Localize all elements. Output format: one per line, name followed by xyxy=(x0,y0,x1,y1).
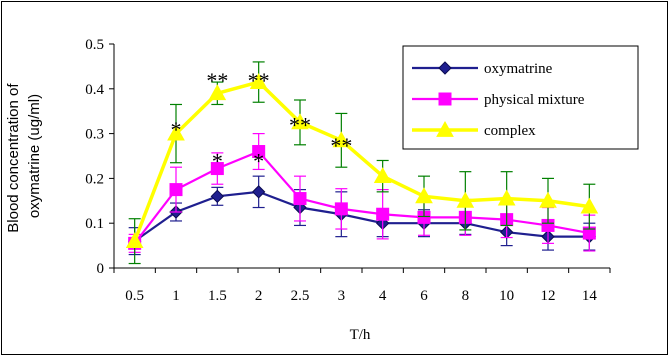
series-layer xyxy=(125,61,599,265)
x-tick-label: 6 xyxy=(420,288,428,304)
data-point xyxy=(210,162,224,176)
significance-mark: * xyxy=(253,148,264,173)
x-tick-label: 1 xyxy=(172,288,180,304)
legend-marker xyxy=(438,92,452,106)
data-point xyxy=(249,73,268,89)
y-tick-label: 0.1 xyxy=(85,216,104,232)
data-point xyxy=(291,113,309,130)
series-line xyxy=(133,150,590,245)
data-point xyxy=(251,185,266,199)
data-point xyxy=(373,167,392,184)
data-point xyxy=(415,187,433,204)
legend-marker xyxy=(438,61,452,75)
x-tick-label: 0.5 xyxy=(125,288,144,304)
x-tick-label: 1.5 xyxy=(208,288,227,304)
data-point xyxy=(456,191,475,208)
significance-mark: * xyxy=(212,148,223,173)
legend-label: oxymatrine xyxy=(484,61,553,77)
x-tick-label: 2.5 xyxy=(291,288,310,304)
significance-mark: * xyxy=(171,117,182,142)
data-point xyxy=(334,202,348,216)
ylabel-line-1: Blood concentration of xyxy=(5,83,22,233)
legend-label: complex xyxy=(484,123,536,139)
y-tick-label: 0.5 xyxy=(85,37,104,53)
annotation-layer: *** ******* * xyxy=(171,68,353,174)
data-point xyxy=(169,183,183,197)
data-point xyxy=(210,189,225,204)
axes: 0 0.1 0.2 0.3 0.4 0.5 0.5 1 1.5 2 2.5 3 4 6 8 10 12 14 xyxy=(85,37,611,304)
data-point xyxy=(332,131,351,148)
x-tick-label: 4 xyxy=(379,288,387,304)
legend: oxymatrine physical mixture complex xyxy=(402,45,639,150)
data-point xyxy=(539,191,557,208)
legend-item-complex: complex xyxy=(412,120,536,139)
data-point xyxy=(497,189,516,206)
significance-mark: ** xyxy=(206,68,228,93)
x-tick-label: 3 xyxy=(338,288,346,304)
significance-mark: ** xyxy=(289,113,311,138)
legend-item-oxymatrine: oxymatrine xyxy=(412,61,553,77)
legend-item-physical-mixture: physical mixture xyxy=(412,92,585,108)
svg-text:Blood concentration of: Blood concentration of oxymatrine (ug/ml… xyxy=(5,79,43,232)
legend-label: physical mixture xyxy=(484,92,585,108)
significance-mark: ** xyxy=(248,68,270,93)
significance-mark: ** xyxy=(330,133,352,158)
y-tick-label: 0.2 xyxy=(85,171,104,187)
x-tick-label: 14 xyxy=(582,288,598,304)
x-axis-title: T/h xyxy=(350,327,371,343)
data-point xyxy=(580,197,599,214)
data-point xyxy=(167,124,185,141)
x-tick-label: 2 xyxy=(255,288,263,304)
x-tick-label: 8 xyxy=(462,288,470,304)
y-tick-label: 0.4 xyxy=(85,82,104,98)
data-point xyxy=(252,145,266,159)
data-point xyxy=(293,192,307,206)
x-tick-label: 12 xyxy=(541,288,556,304)
data-point xyxy=(125,232,144,249)
y-tick-label: 0 xyxy=(97,261,105,277)
legend-marker xyxy=(436,120,454,137)
series-complex xyxy=(125,61,599,265)
y-tick-label: 0.3 xyxy=(85,127,104,143)
y-axis-title: Blood concentration of oxymatrine (ug/ml… xyxy=(5,79,43,233)
series-line xyxy=(134,190,590,243)
data-point xyxy=(208,84,227,101)
x-tick-label: 10 xyxy=(499,288,514,304)
data-point xyxy=(376,207,390,221)
ylabel-line-2: oxymatrine (ug/ml) xyxy=(26,94,43,218)
